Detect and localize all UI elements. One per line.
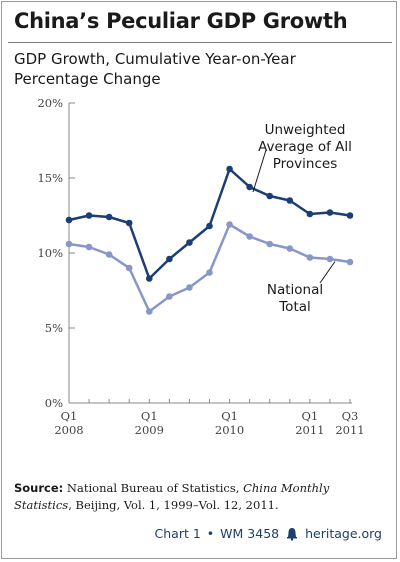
data-point — [286, 245, 294, 252]
y-tick-label: 5% — [45, 321, 63, 335]
data-point — [166, 293, 173, 300]
data-point — [166, 255, 173, 263]
series-label-national: National — [267, 282, 323, 298]
source-label: Source: — [14, 481, 64, 495]
site-link[interactable]: heritage.org — [305, 526, 382, 541]
footer: Chart 1 • WM 3458 heritage.org — [155, 526, 382, 541]
source-note: Source: National Bureau of Statistics, C… — [14, 480, 390, 514]
data-point — [346, 258, 354, 266]
data-point — [286, 197, 294, 204]
x-tick-label-year: 2008 — [54, 423, 83, 437]
data-point — [125, 264, 133, 272]
x-tick-label-year: 2011 — [295, 423, 324, 437]
x-tick-label-quarter: Q1 — [221, 409, 238, 423]
series-label-unweighted: Provinces — [273, 156, 337, 172]
national-label-leader — [319, 261, 336, 284]
data-point — [85, 243, 93, 251]
footer-separator: • — [206, 526, 215, 541]
chart-subtitle: GDP Growth, Cumulative Year-on-Year Perc… — [14, 50, 296, 88]
data-point — [186, 284, 193, 291]
data-point — [326, 209, 334, 216]
x-tick-label-quarter: Q1 — [61, 409, 78, 423]
data-point — [226, 221, 233, 228]
data-point — [105, 213, 113, 221]
y-tick-label: 20% — [37, 96, 63, 110]
liberty-bell-icon — [287, 527, 298, 541]
title-divider — [8, 42, 392, 43]
data-point — [145, 308, 153, 315]
data-point — [306, 210, 314, 218]
data-point — [65, 240, 73, 248]
x-tick-label-quarter: Q1 — [301, 409, 318, 423]
line-chart: 0%5%10%15%20%Q12008Q12009Q12010Q12011Q32… — [37, 96, 364, 437]
source-text-before: National Bureau of Statistics, — [63, 481, 244, 495]
wm-number: WM 3458 — [220, 526, 280, 541]
y-tick-label: 0% — [45, 396, 63, 410]
data-point — [246, 183, 253, 191]
series-label-national: Total — [278, 299, 311, 315]
data-point — [266, 240, 274, 248]
data-point — [125, 219, 133, 227]
x-tick-label-year: 2011 — [335, 423, 364, 437]
unweighted-label-leader — [252, 149, 267, 193]
data-point — [186, 239, 193, 246]
x-tick-label-year: 2009 — [135, 423, 164, 437]
source-publication: China Monthly Statistics — [14, 481, 330, 512]
data-point — [266, 192, 274, 200]
data-point — [206, 269, 213, 276]
x-tick-label-quarter: Q3 — [342, 409, 359, 423]
data-point — [65, 216, 73, 224]
data-point — [105, 251, 113, 258]
y-tick-label: 15% — [37, 171, 63, 185]
series-label-unweighted: Average of All — [258, 139, 352, 155]
data-point — [206, 222, 213, 230]
data-point — [346, 212, 354, 219]
data-point — [306, 254, 314, 261]
data-point — [326, 255, 334, 263]
data-point — [145, 275, 153, 282]
data-point — [226, 165, 233, 173]
chart-number: Chart 1 — [154, 526, 201, 541]
series-label-unweighted: Unweighted — [265, 122, 346, 138]
data-point — [246, 233, 253, 240]
data-point — [85, 212, 93, 219]
x-tick-label-year: 2010 — [215, 423, 244, 437]
y-tick-label: 10% — [37, 246, 63, 260]
chart-title: China’s Peculiar GDP Growth — [14, 9, 348, 33]
source-text-after: , Beijing, Vol. 1, 1999–Vol. 12, 2011. — [68, 498, 279, 512]
x-tick-label-quarter: Q1 — [141, 409, 158, 423]
